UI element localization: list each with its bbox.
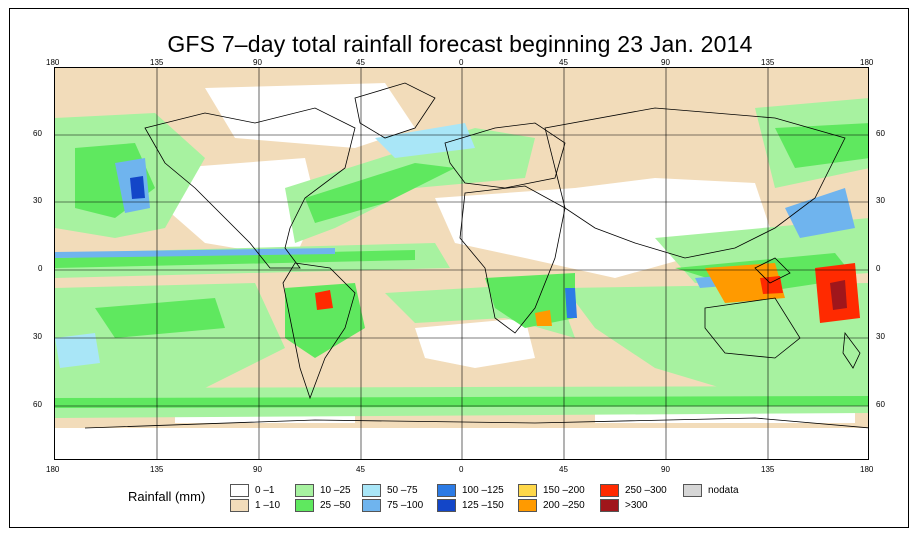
legend-label-250-300: 250 –300 xyxy=(625,485,667,496)
extreme-rain-regions xyxy=(130,176,860,326)
lat-tick-right-5: 60 xyxy=(876,400,885,409)
legend-label-125-150: 125 –150 xyxy=(462,500,504,511)
legend-swatch-25-50 xyxy=(295,499,314,512)
lon-tick-bottom-8: 135 xyxy=(761,465,775,474)
lon-tick-top-1: 180 xyxy=(46,58,60,67)
coastlines xyxy=(84,82,868,429)
legend-swatch-10-25 xyxy=(295,484,314,497)
lon-tick-top-5: 0 xyxy=(459,58,464,67)
legend-swatch-50-75 xyxy=(362,484,381,497)
legend-label-50-75: 50 –75 xyxy=(387,485,418,496)
legend-label-75-100: 75 –100 xyxy=(387,500,424,511)
legend-label-200-250: 200 –250 xyxy=(543,500,585,511)
legend-swatch-250-300 xyxy=(600,484,619,497)
rainfall-map xyxy=(54,67,869,460)
lat-tick-left-2: 30 xyxy=(33,196,42,205)
lat-tick-right-4: 30 xyxy=(876,332,885,341)
lon-tick-bottom-4: 45 xyxy=(356,465,365,474)
legend-swatch-0-1 xyxy=(230,484,249,497)
legend-swatch-150-200 xyxy=(518,484,537,497)
legend-label-1-10: 1 –10 xyxy=(255,500,281,511)
legend-swatch-over-300 xyxy=(600,499,619,512)
graticule xyxy=(55,68,868,459)
legend-label-10-25: 10 –25 xyxy=(320,485,351,496)
figure-frame: GFS 7–day total rainfall forecast beginn… xyxy=(9,8,909,528)
map-graphic xyxy=(55,68,868,459)
lat-tick-left-1: 60 xyxy=(33,129,42,138)
lon-tick-top-8: 135 xyxy=(761,58,775,67)
legend-label-150-200: 150 –200 xyxy=(543,485,585,496)
legend-label-0-1: 0 –1 xyxy=(255,485,275,496)
lat-tick-left-3: 0 xyxy=(38,264,43,273)
legend-label-nodata: nodata xyxy=(708,485,739,496)
legend-swatch-200-250 xyxy=(518,499,537,512)
lon-tick-top-9: 180 xyxy=(860,58,874,67)
legend-swatch-75-100 xyxy=(362,499,381,512)
lat-tick-right-2: 30 xyxy=(876,196,885,205)
lon-tick-bottom-2: 135 xyxy=(150,465,164,474)
legend-swatch-100-125 xyxy=(437,484,456,497)
page-title: GFS 7–day total rainfall forecast beginn… xyxy=(167,31,753,57)
lon-tick-top-3: 90 xyxy=(253,58,262,67)
lon-tick-top-4: 45 xyxy=(356,58,365,67)
lat-tick-left-5: 60 xyxy=(33,400,42,409)
lat-tick-right-3: 0 xyxy=(876,264,881,273)
lon-tick-bottom-1: 180 xyxy=(46,465,60,474)
lon-tick-top-7: 90 xyxy=(661,58,670,67)
legend-label-100-125: 100 –125 xyxy=(462,485,504,496)
legend-swatch-1-10 xyxy=(230,499,249,512)
lon-tick-bottom-9: 180 xyxy=(860,465,874,474)
lon-tick-bottom-3: 90 xyxy=(253,465,262,474)
legend-swatch-125-150 xyxy=(437,499,456,512)
lon-tick-top-6: 45 xyxy=(559,58,568,67)
lon-tick-top-2: 135 xyxy=(150,58,164,67)
legend-title: Rainfall (mm) xyxy=(128,489,206,504)
lon-tick-bottom-5: 0 xyxy=(459,465,464,474)
lat-tick-right-1: 60 xyxy=(876,129,885,138)
legend-label-25-50: 25 –50 xyxy=(320,500,351,511)
heavy-rain-regions xyxy=(55,123,868,408)
lon-tick-bottom-7: 90 xyxy=(661,465,670,474)
legend-label-over-300: >300 xyxy=(625,500,648,511)
lon-tick-bottom-6: 45 xyxy=(559,465,568,474)
legend-swatch-nodata xyxy=(683,484,702,497)
lat-tick-left-4: 30 xyxy=(33,332,42,341)
